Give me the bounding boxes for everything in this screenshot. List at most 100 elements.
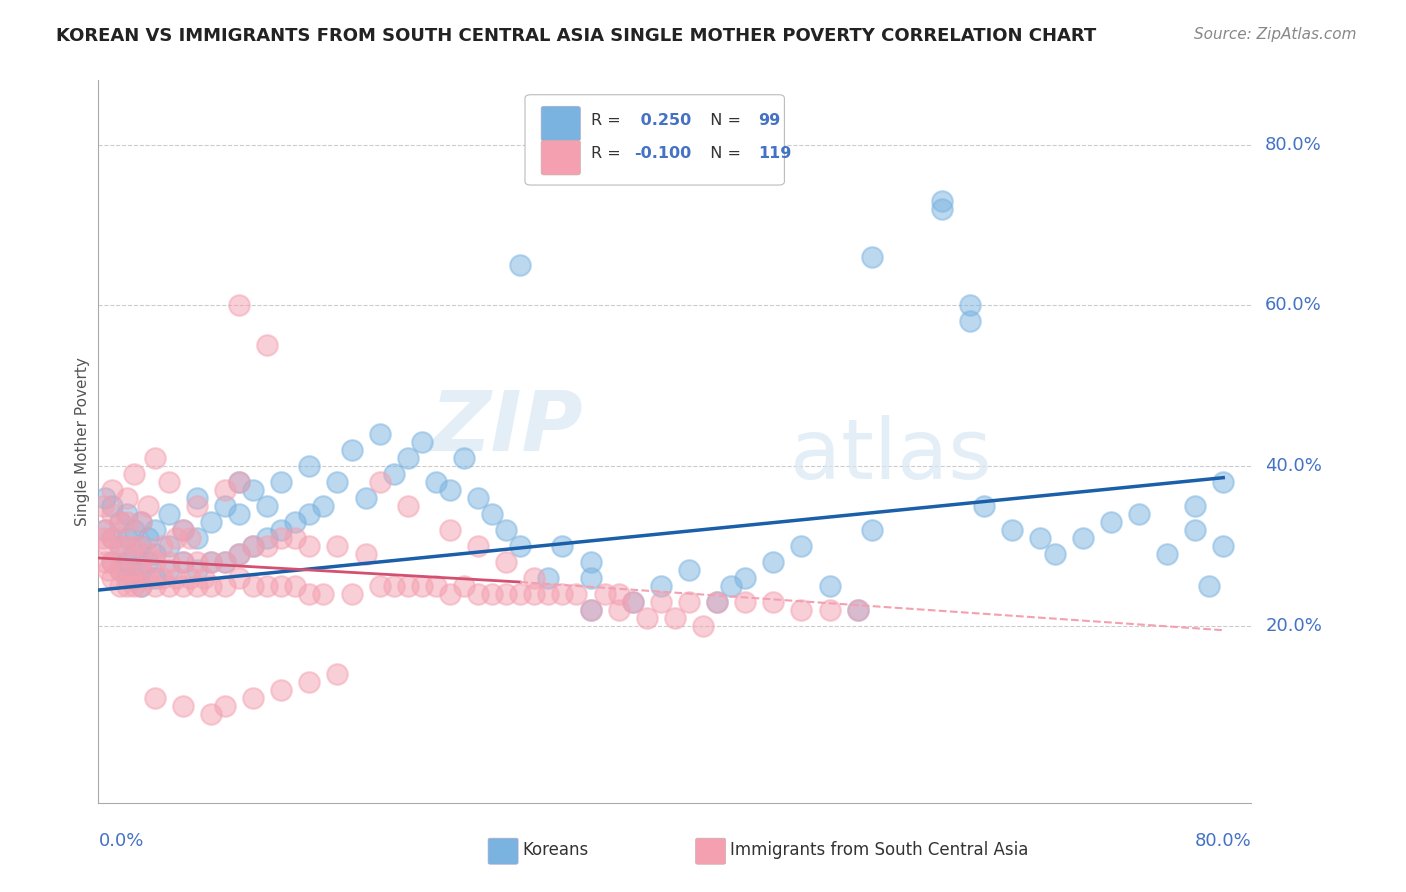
Point (172, 555, 194, 569)
Point (678, 563, 700, 577)
Point (396, 499, 419, 513)
Point (143, 450, 166, 465)
Point (846, 603, 869, 617)
Point (101, 483, 124, 497)
Point (97, 539, 120, 553)
Point (860, 523, 883, 537)
Point (270, 523, 292, 537)
Point (94, 555, 117, 569)
Point (537, 571, 560, 585)
Point (122, 579, 145, 593)
Point (298, 675, 321, 690)
Point (136, 571, 159, 585)
Point (108, 563, 131, 577)
Point (664, 611, 686, 625)
Point (157, 563, 180, 577)
Point (593, 587, 616, 601)
Point (256, 579, 278, 593)
Point (396, 579, 419, 593)
Point (256, 539, 278, 553)
Point (607, 587, 630, 601)
Text: Koreans: Koreans (523, 841, 589, 859)
Point (242, 483, 264, 497)
Point (172, 523, 194, 537)
Point (270, 579, 292, 593)
Point (523, 587, 546, 601)
Point (565, 587, 588, 601)
Point (186, 499, 208, 513)
Point (439, 523, 461, 537)
Point (537, 587, 560, 601)
Point (101, 507, 124, 521)
Point (129, 515, 152, 529)
Point (495, 555, 517, 569)
Point (115, 579, 138, 593)
Point (101, 555, 124, 569)
Point (108, 539, 131, 553)
Point (439, 483, 461, 497)
Point (242, 579, 264, 593)
Point (186, 579, 208, 593)
Point (481, 507, 503, 521)
Point (122, 563, 145, 577)
Point (101, 531, 124, 545)
Point (425, 475, 447, 489)
Point (101, 555, 124, 569)
Point (143, 555, 166, 569)
Point (214, 579, 236, 593)
Point (200, 555, 222, 569)
Point (298, 458, 321, 473)
Point (818, 603, 841, 617)
FancyBboxPatch shape (541, 106, 581, 141)
Point (467, 491, 489, 505)
Point (122, 539, 145, 553)
Text: 20.0%: 20.0% (1265, 617, 1322, 635)
Point (551, 539, 574, 553)
Point (115, 539, 138, 553)
Point (101, 571, 124, 585)
Point (284, 531, 307, 545)
Text: 80.0%: 80.0% (1195, 831, 1251, 850)
Point (200, 579, 222, 593)
Point (607, 603, 630, 617)
Point (1071, 531, 1094, 545)
Point (650, 579, 672, 593)
Point (179, 571, 201, 585)
Point (298, 587, 321, 601)
Point (193, 571, 215, 585)
Point (228, 475, 250, 489)
Point (186, 563, 208, 577)
Point (1198, 579, 1220, 593)
Point (326, 539, 349, 553)
Point (228, 547, 250, 561)
Point (790, 539, 813, 553)
Point (326, 667, 349, 681)
Point (762, 555, 785, 569)
Point (101, 499, 124, 513)
FancyBboxPatch shape (524, 95, 785, 185)
Point (157, 579, 180, 593)
Text: atlas: atlas (790, 416, 991, 497)
Point (129, 579, 152, 593)
Point (186, 491, 208, 505)
Point (129, 515, 152, 529)
Text: R =: R = (591, 112, 626, 128)
Point (122, 571, 145, 585)
Point (136, 499, 159, 513)
Point (186, 555, 208, 569)
Point (172, 699, 194, 714)
Text: Immigrants from South Central Asia: Immigrants from South Central Asia (730, 841, 1029, 859)
Point (579, 603, 602, 617)
Point (354, 547, 377, 561)
Point (931, 194, 953, 208)
Point (115, 555, 138, 569)
Text: KOREAN VS IMMIGRANTS FROM SOUTH CENTRAL ASIA SINGLE MOTHER POVERTY CORRELATION C: KOREAN VS IMMIGRANTS FROM SOUTH CENTRAL … (56, 27, 1097, 45)
Point (157, 507, 180, 521)
Point (143, 579, 166, 593)
Point (973, 499, 995, 513)
Point (122, 467, 145, 481)
Point (150, 571, 173, 585)
Point (1156, 547, 1178, 561)
Point (136, 531, 159, 545)
Point (495, 587, 517, 601)
